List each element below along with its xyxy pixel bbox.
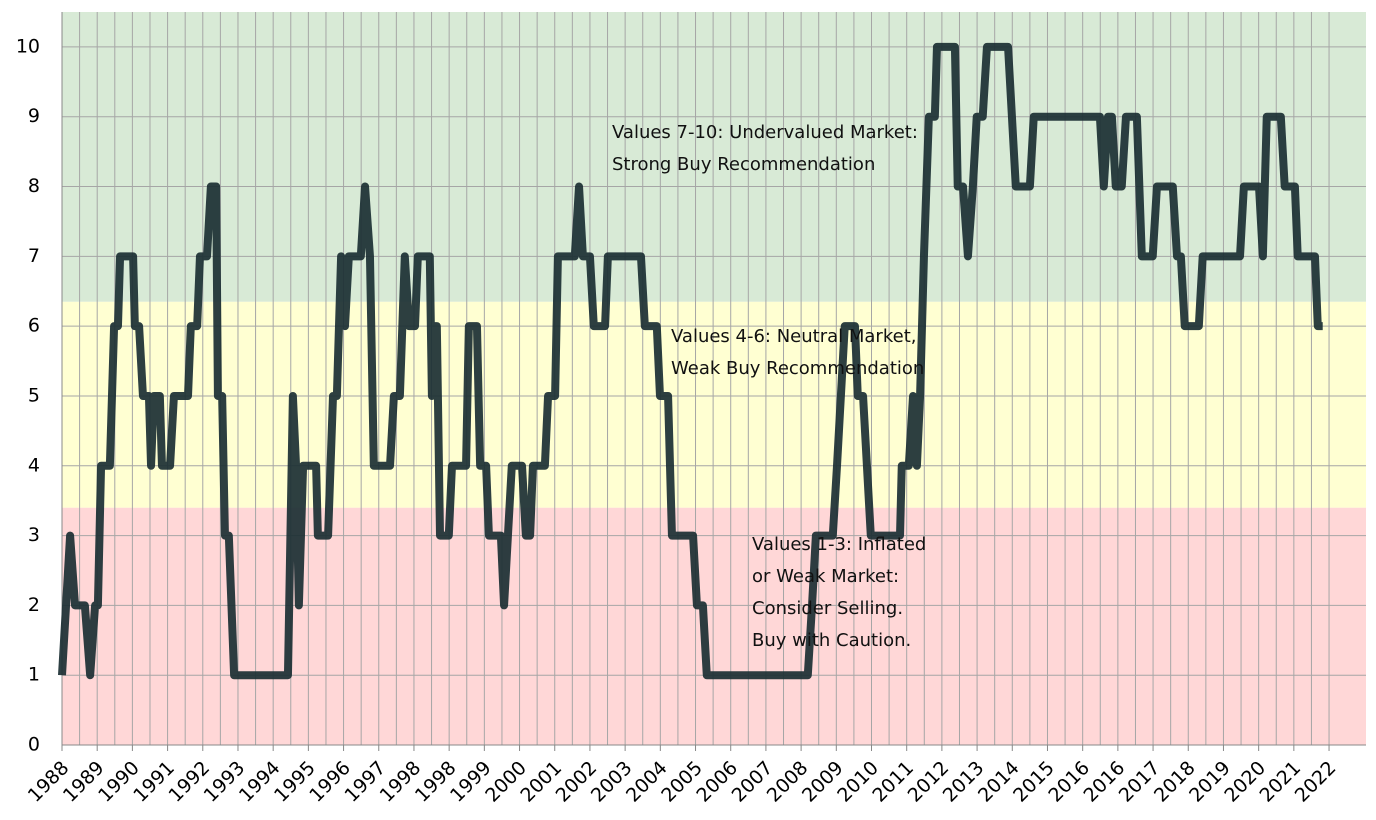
y-tick-label: 0 xyxy=(28,734,40,756)
y-tick-label: 10 xyxy=(16,35,40,57)
y-tick-label: 9 xyxy=(28,105,40,127)
y-tick-label: 3 xyxy=(28,524,40,546)
zone-band xyxy=(62,507,1366,745)
annotation: Weak Buy Recommendation xyxy=(671,358,924,379)
y-tick-label: 5 xyxy=(28,384,40,406)
annotation: Consider Selling. xyxy=(752,598,903,619)
y-tick-label: 6 xyxy=(28,315,40,337)
y-tick-label: 1 xyxy=(28,664,40,686)
y-tick-label: 2 xyxy=(28,594,40,616)
y-tick-label: 4 xyxy=(28,454,40,476)
data-line xyxy=(58,42,1323,680)
zone-band xyxy=(62,301,1366,508)
annotation: Buy with Caution. xyxy=(752,630,911,651)
annotation: Values 4-6: Neutral Market, xyxy=(671,326,916,347)
annotation: or Weak Market: xyxy=(752,566,899,587)
annotation: Values 1-3: Inflated xyxy=(752,534,926,555)
x-tick-label: 2022 xyxy=(1291,757,1341,807)
annotation: Strong Buy Recommendation xyxy=(612,154,875,175)
annotation: Values 7-10: Undervalued Market: xyxy=(612,122,918,143)
y-tick-label: 7 xyxy=(28,245,40,267)
y-tick-label: 8 xyxy=(28,175,40,197)
